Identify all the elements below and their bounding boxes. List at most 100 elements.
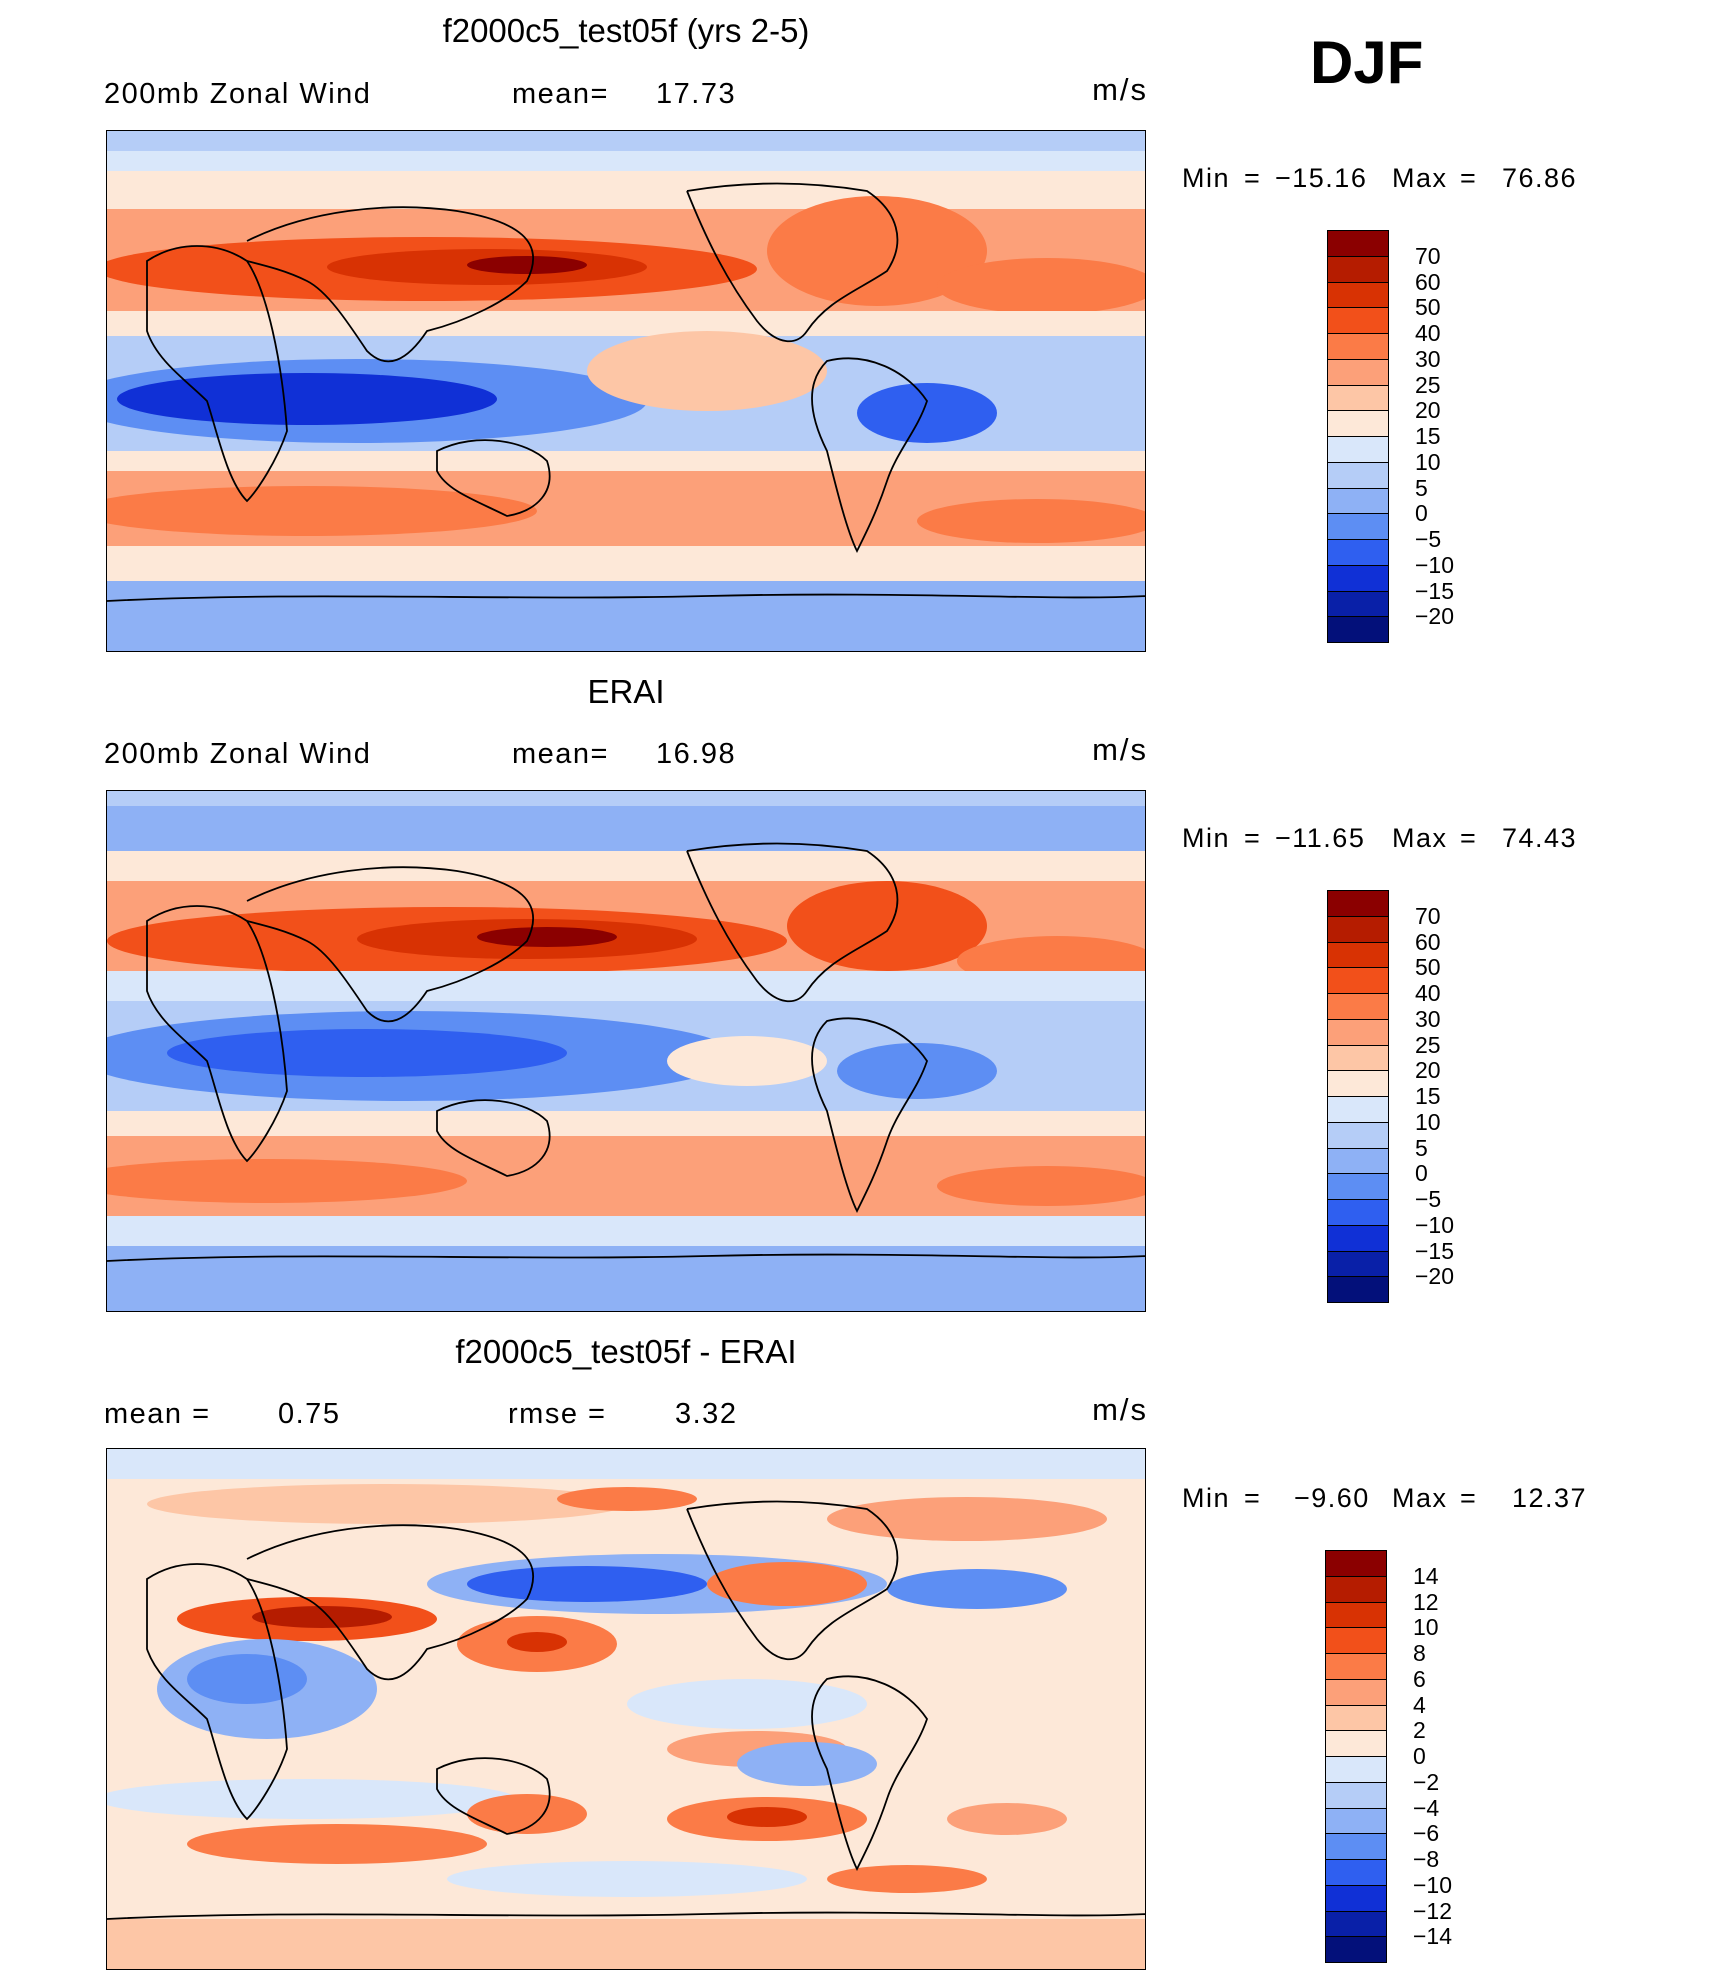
colorbar-swatch (1327, 890, 1389, 917)
colorbar-swatch (1327, 941, 1389, 968)
mean-label: mean= (512, 738, 609, 770)
rmse-label: rmse = (508, 1398, 607, 1430)
colorbar-label: 70 (1415, 902, 1441, 929)
colorbar-swatch (1327, 1199, 1389, 1226)
map-erai (106, 790, 1146, 1312)
units-label: m/s (1092, 732, 1148, 767)
max-eq: = (1460, 1483, 1478, 1513)
colorbar-label: −5 (1415, 526, 1442, 552)
colorbar-swatch (1327, 1018, 1389, 1045)
colorbar-swatch (1327, 616, 1389, 643)
max-label: Max (1392, 823, 1448, 853)
min-label: Min (1182, 823, 1231, 853)
colorbar-swatch (1327, 1096, 1389, 1123)
variable-label: 200mb Zonal Wind (104, 78, 372, 110)
colorbar-swatch (1325, 1678, 1387, 1705)
colorbar-swatch (1327, 915, 1389, 942)
colorbar-label: 25 (1415, 1031, 1441, 1058)
min-value: −9.60 (1294, 1483, 1370, 1513)
colorbar-label: 0 (1415, 1160, 1428, 1187)
colorbar-swatch (1327, 461, 1389, 488)
colorbar-label: −15 (1415, 577, 1455, 604)
colorbar-label: 40 (1415, 320, 1441, 346)
colorbar-swatch (1327, 307, 1389, 334)
colorbar-swatch (1327, 564, 1389, 591)
colorbar: 70 60 50 40 30 25 20 15 10 5 0 −5 −10 −15 −20 (1327, 890, 1454, 1303)
colorbar-swatch (1327, 436, 1389, 463)
colorbar-swatch (1327, 358, 1389, 385)
max-label: Max (1392, 163, 1448, 193)
colorbar-swatch (1325, 1575, 1387, 1602)
colorbar-label: 10 (1415, 448, 1441, 475)
colorbar-label: −10 (1415, 1211, 1455, 1238)
colorbar-swatch (1327, 230, 1389, 257)
contour-map (107, 131, 1145, 651)
map-difference (106, 1448, 1146, 1970)
colorbar-swatch (1325, 1859, 1387, 1886)
panel-title: ERAI (587, 673, 665, 710)
contour-map (107, 791, 1145, 1311)
colorbar-label: 10 (1415, 1108, 1441, 1135)
colorbar-label: 2 (1413, 1717, 1426, 1744)
colorbar-label: −10 (1413, 1871, 1453, 1898)
colorbar-label: −20 (1415, 603, 1455, 630)
colorbar-label: 30 (1415, 345, 1441, 372)
colorbar-label: −20 (1415, 1263, 1455, 1290)
colorbar-swatch (1327, 967, 1389, 994)
colorbar-label: 4 (1413, 1691, 1426, 1718)
colorbar-label: 15 (1415, 423, 1441, 449)
colorbar-label: −10 (1415, 551, 1455, 578)
colorbar: 70 60 50 40 30 25 20 15 10 5 0 −5 −10 −15 −20 (1327, 230, 1454, 643)
colorbar-swatch (1327, 513, 1389, 540)
min-eq: = (1244, 1483, 1262, 1513)
min-value: −15.16 (1275, 163, 1368, 193)
colorbar-label: 0 (1415, 500, 1428, 527)
colorbar-label: −12 (1413, 1897, 1453, 1924)
colorbar-swatch (1327, 1173, 1389, 1200)
colorbar-label: 8 (1413, 1640, 1426, 1666)
colorbar-label: 60 (1415, 928, 1441, 955)
mean-label: mean = (104, 1398, 211, 1430)
colorbar-swatch (1327, 1121, 1389, 1148)
min-eq: = (1244, 163, 1262, 193)
contour-map (107, 1449, 1145, 1969)
colorbar-swatch (1325, 1833, 1387, 1860)
colorbar-label: 6 (1413, 1665, 1426, 1692)
max-value: 76.86 (1502, 163, 1578, 193)
colorbar-swatch (1327, 281, 1389, 308)
max-value: 74.43 (1502, 823, 1578, 853)
min-label: Min (1182, 1483, 1231, 1513)
mean-value: 0.75 (278, 1398, 341, 1430)
season-label: DJF (1310, 29, 1424, 96)
colorbar-swatch (1327, 1250, 1389, 1277)
max-label: Max (1392, 1483, 1448, 1513)
colorbar-label: −5 (1415, 1186, 1442, 1212)
colorbar-label: −15 (1415, 1237, 1455, 1264)
colorbar: 14 12 10 8 6 4 2 0 −2 −4 −6 −8 −10 −12 −14 (1325, 1550, 1452, 1963)
mean-label: mean= (512, 78, 609, 110)
colorbar-swatch (1325, 1704, 1387, 1731)
colorbar-label: −6 (1413, 1820, 1440, 1847)
panel-title: f2000c5_test05f - ERAI (455, 1333, 797, 1370)
colorbar-swatch (1327, 1224, 1389, 1251)
colorbar-label: 50 (1415, 954, 1441, 981)
mean-value: 17.73 (656, 78, 737, 110)
colorbar-label: 10 (1413, 1614, 1439, 1641)
colorbar-swatch (1325, 1807, 1387, 1834)
colorbar-swatch (1327, 590, 1389, 617)
min-label: Min (1182, 163, 1231, 193)
colorbar-label: 0 (1413, 1743, 1426, 1769)
colorbar-label: 20 (1415, 397, 1441, 424)
colorbar-label: 50 (1415, 294, 1441, 321)
max-value: 12.37 (1512, 1483, 1588, 1513)
colorbar-label: 25 (1415, 371, 1441, 398)
colorbar-swatch (1327, 1070, 1389, 1097)
colorbar-label: 15 (1415, 1083, 1441, 1109)
colorbar-label: 14 (1413, 1562, 1439, 1589)
colorbar-label: 60 (1415, 268, 1441, 295)
colorbar-swatch (1327, 410, 1389, 437)
colorbar-swatch (1325, 1627, 1387, 1654)
colorbar-swatch (1327, 487, 1389, 514)
colorbar-swatch (1325, 1936, 1387, 1963)
max-eq: = (1460, 823, 1478, 853)
